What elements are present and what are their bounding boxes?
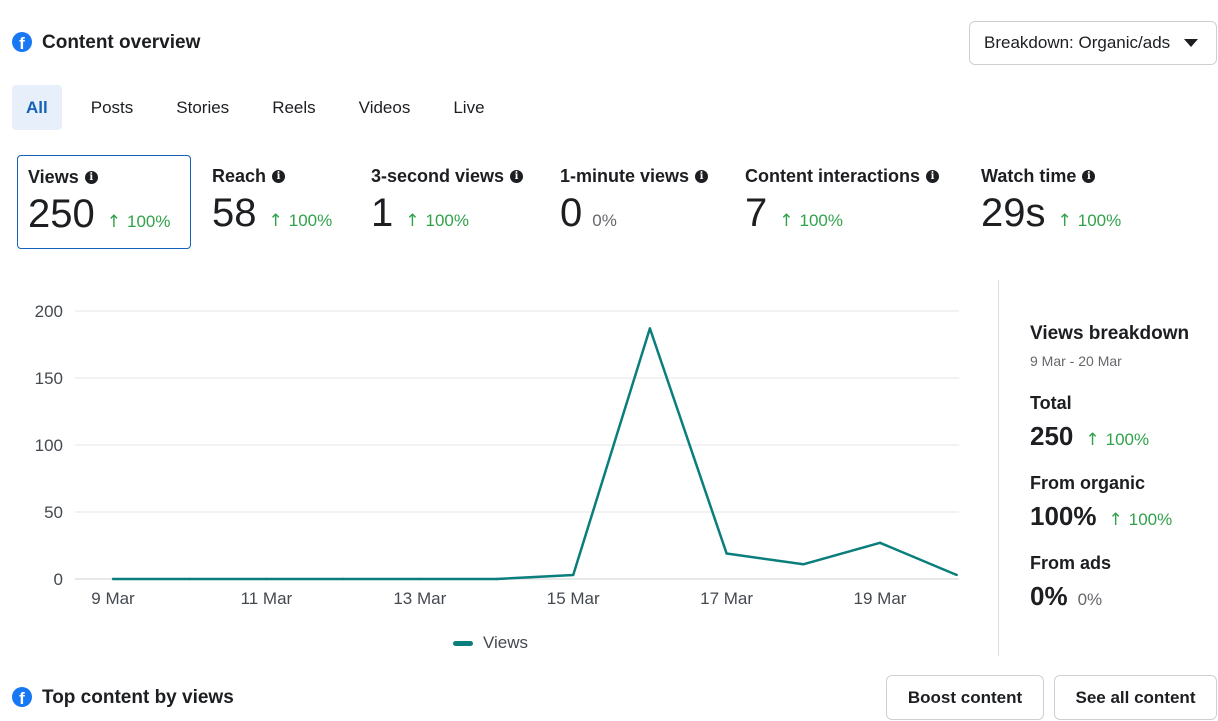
- x-tick-label: 19 Mar: [854, 589, 907, 608]
- metric-value: 250: [28, 192, 95, 236]
- info-icon[interactable]: i: [1082, 170, 1096, 183]
- metric-value: 1: [371, 191, 394, 235]
- metric-change: 100%: [127, 212, 171, 231]
- info-icon[interactable]: i: [695, 170, 709, 183]
- y-tick-label: 100: [35, 436, 63, 455]
- metric-change: 100%: [425, 211, 469, 230]
- data-point: [495, 577, 498, 581]
- data-point: [955, 573, 958, 577]
- info-icon[interactable]: i: [926, 170, 940, 183]
- metric-label: Reach: [212, 166, 267, 186]
- data-point: [572, 573, 575, 577]
- total-label: Total: [1030, 393, 1072, 413]
- data-point: [418, 577, 421, 581]
- metric-content-interactions[interactable]: Content interactions i 7 ↑ 100%: [735, 155, 960, 249]
- tab-live[interactable]: Live: [453, 98, 485, 117]
- data-point: [111, 577, 115, 581]
- metric-label: 1-minute views: [560, 166, 690, 186]
- top-content-title: Top content by views: [42, 687, 234, 708]
- x-tick-label: 11 Mar: [241, 589, 293, 608]
- page-title: Content overview: [42, 32, 201, 53]
- data-point: [878, 541, 882, 545]
- arrow-up-icon: ↑: [1108, 510, 1123, 530]
- breakdown-dropdown[interactable]: Breakdown: Organic/ads: [969, 21, 1217, 65]
- organic-value: 100%: [1030, 501, 1097, 531]
- total-row: 250 ↑ 100%: [1030, 421, 1149, 452]
- data-point: [265, 577, 268, 581]
- metric-change: 100%: [1077, 211, 1122, 230]
- ads-change: 0%: [1077, 590, 1103, 609]
- metric-value: 29s: [981, 191, 1046, 235]
- metric-1-minute-views[interactable]: 1-minute views i 0 0%: [550, 155, 725, 249]
- panel-divider: [998, 280, 999, 656]
- series-line-views: [113, 327, 958, 581]
- total-change: 100%: [1105, 430, 1150, 449]
- y-tick-label: 150: [35, 369, 63, 388]
- breakdown-date-range: 9 Mar - 20 Mar: [1030, 353, 1122, 369]
- breakdown-label: Breakdown: Organic/ads: [984, 33, 1171, 52]
- arrow-up-icon: ↑: [268, 211, 283, 231]
- arrow-up-icon: ↑: [1057, 211, 1072, 231]
- tab-stories[interactable]: Stories: [176, 98, 230, 117]
- metric-label: Watch time: [981, 166, 1077, 186]
- metric-label: Content interactions: [745, 166, 921, 186]
- ads-label: From ads: [1030, 553, 1112, 573]
- arrow-up-icon: ↑: [779, 211, 794, 231]
- metric-3-second-views[interactable]: 3-second views i 1 ↑ 100%: [361, 155, 541, 249]
- ads-value: 0%: [1030, 581, 1068, 611]
- arrow-up-icon: ↑: [405, 211, 420, 231]
- metric-value: 0: [560, 191, 583, 235]
- x-tick-label: 15 Mar: [547, 589, 600, 608]
- metric-label: 3-second views: [371, 166, 505, 186]
- info-icon[interactable]: i: [272, 170, 286, 183]
- facebook-icon: f: [12, 687, 32, 707]
- data-point: [341, 577, 345, 581]
- content-type-tabs: All Posts Stories Reels Videos Live: [12, 85, 514, 130]
- x-tick-label: 17 Mar: [700, 589, 753, 608]
- y-tick-label: 200: [35, 302, 63, 321]
- metric-value: 7: [745, 191, 768, 235]
- tab-all[interactable]: All: [12, 85, 62, 130]
- organic-row: 100% ↑ 100%: [1030, 501, 1172, 532]
- see-all-content-button[interactable]: See all content: [1054, 675, 1217, 720]
- arrow-up-icon: ↑: [1085, 430, 1100, 450]
- data-point: [188, 577, 191, 581]
- data-point: [725, 552, 728, 555]
- y-tick-label: 50: [44, 503, 63, 522]
- x-tick-label: 13 Mar: [393, 589, 446, 608]
- metric-reach[interactable]: Reach i 58 ↑ 100%: [202, 155, 352, 249]
- tab-reels[interactable]: Reels: [272, 98, 316, 117]
- total-value: 250: [1030, 421, 1074, 451]
- facebook-icon: f: [12, 32, 32, 52]
- metric-watch-time[interactable]: Watch time i 29s ↑ 100%: [971, 155, 1146, 249]
- metric-change: 100%: [799, 211, 843, 230]
- breakdown-title: Views breakdown: [1030, 323, 1190, 344]
- organic-change: 100%: [1128, 510, 1173, 529]
- boost-content-button[interactable]: Boost content: [886, 675, 1044, 720]
- tab-posts[interactable]: Posts: [90, 98, 134, 117]
- metric-change: 100%: [288, 211, 333, 230]
- legend-label: Views: [483, 633, 529, 652]
- organic-label: From organic: [1030, 473, 1146, 493]
- metric-views[interactable]: Views i 250 ↑ 100%: [17, 155, 191, 249]
- legend-swatch: [453, 640, 473, 646]
- x-tick-label: 9 Mar: [91, 589, 135, 608]
- views-line-chart: 0 50 100 150 200 9 Mar 11 Mar 13 Mar 15 Mar 17 Ma…: [35, 302, 959, 608]
- chart-legend[interactable]: Views: [453, 633, 528, 653]
- arrow-up-icon: ↑: [106, 212, 121, 232]
- tab-videos[interactable]: Videos: [358, 98, 411, 117]
- metric-label: Views: [28, 167, 79, 187]
- data-point: [648, 327, 652, 330]
- data-point: [802, 563, 805, 566]
- caret-down-icon: [1184, 39, 1198, 47]
- y-tick-label: 0: [54, 570, 63, 589]
- info-icon[interactable]: i: [510, 170, 524, 183]
- info-icon[interactable]: i: [84, 171, 98, 184]
- metric-change: 0%: [592, 211, 617, 230]
- ads-row: 0% 0%: [1030, 581, 1102, 612]
- metric-value: 58: [212, 191, 257, 235]
